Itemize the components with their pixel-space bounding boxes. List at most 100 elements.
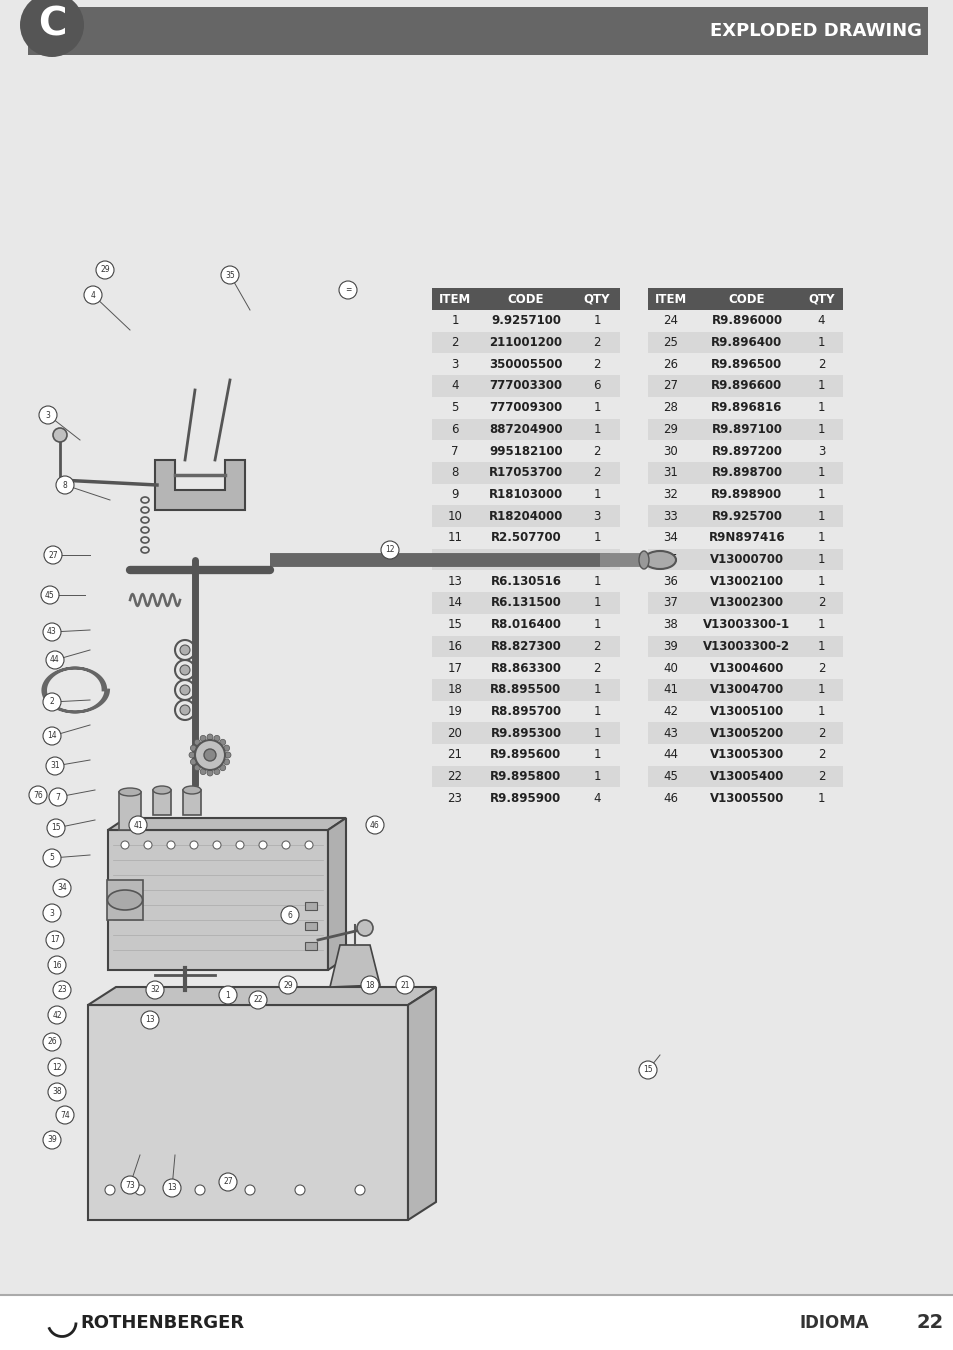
Circle shape (191, 745, 196, 751)
Text: 1: 1 (593, 554, 600, 566)
Bar (647, 462, 842, 483)
Polygon shape (408, 987, 436, 1220)
Polygon shape (88, 987, 436, 1004)
Text: R2.507700: R2.507700 (490, 532, 560, 544)
Text: =: = (344, 285, 351, 294)
Circle shape (47, 819, 65, 837)
Text: 20: 20 (447, 726, 462, 740)
Text: 29: 29 (100, 266, 110, 274)
Circle shape (639, 1061, 657, 1079)
Bar (432, 548, 619, 571)
Bar (647, 354, 842, 375)
Bar (647, 571, 842, 593)
Text: R9.895800: R9.895800 (490, 769, 561, 783)
Circle shape (221, 266, 239, 283)
Text: 43: 43 (663, 726, 678, 740)
Bar (432, 765, 619, 787)
Circle shape (43, 1033, 61, 1052)
Bar (647, 310, 842, 332)
Text: R6.131500: R6.131500 (490, 597, 561, 609)
Text: V13003300-2: V13003300-2 (702, 640, 790, 653)
Text: 2: 2 (817, 748, 824, 761)
Circle shape (213, 768, 219, 775)
Bar (432, 483, 619, 505)
Text: 5: 5 (451, 401, 458, 414)
Text: 25: 25 (663, 336, 678, 350)
Circle shape (180, 684, 190, 695)
Bar (432, 332, 619, 354)
Text: R8.895700: R8.895700 (490, 705, 561, 718)
Text: 44: 44 (662, 748, 678, 761)
Text: V13005100: V13005100 (709, 705, 783, 718)
Circle shape (200, 736, 206, 741)
Text: 6: 6 (593, 379, 600, 393)
Circle shape (191, 759, 196, 765)
Circle shape (200, 768, 206, 775)
Text: 39: 39 (663, 640, 678, 653)
Text: 13: 13 (167, 1184, 176, 1192)
Bar (432, 657, 619, 679)
Circle shape (225, 752, 231, 757)
Circle shape (20, 0, 84, 57)
Circle shape (49, 788, 67, 806)
Circle shape (43, 849, 61, 867)
Text: 33: 33 (663, 510, 678, 522)
Ellipse shape (183, 786, 201, 794)
Text: 46: 46 (662, 791, 678, 805)
Bar (647, 636, 842, 657)
Text: R9.896000: R9.896000 (711, 315, 781, 327)
Text: 1: 1 (817, 466, 824, 479)
Text: 1: 1 (817, 618, 824, 632)
Bar (647, 375, 842, 397)
Text: R9.895600: R9.895600 (490, 748, 561, 761)
Text: 2: 2 (817, 769, 824, 783)
Text: 34: 34 (663, 532, 678, 544)
Text: R9.895300: R9.895300 (490, 726, 561, 740)
Circle shape (105, 1185, 115, 1195)
Text: 350005500: 350005500 (489, 358, 562, 371)
Bar (432, 701, 619, 722)
Text: 1: 1 (593, 705, 600, 718)
Circle shape (213, 841, 221, 849)
Circle shape (163, 1179, 181, 1197)
Bar (432, 397, 619, 418)
Text: 1: 1 (593, 315, 600, 327)
Bar (432, 593, 619, 614)
Circle shape (223, 759, 230, 765)
Circle shape (56, 1106, 74, 1125)
Text: ITEM: ITEM (654, 293, 686, 305)
Circle shape (194, 1185, 205, 1195)
Text: R9.896400: R9.896400 (711, 336, 781, 350)
Text: 3: 3 (593, 510, 600, 522)
Text: R18103000: R18103000 (488, 487, 562, 501)
Bar (647, 548, 842, 571)
Circle shape (190, 841, 198, 849)
Text: V13005500: V13005500 (709, 791, 783, 805)
Circle shape (48, 1006, 66, 1025)
Bar (432, 375, 619, 397)
Circle shape (180, 666, 190, 675)
Circle shape (121, 1176, 139, 1193)
Circle shape (305, 841, 313, 849)
Circle shape (121, 841, 129, 849)
Circle shape (281, 906, 298, 923)
Text: 28: 28 (663, 401, 678, 414)
Text: R8.016400: R8.016400 (490, 618, 561, 632)
Text: 34: 34 (57, 883, 67, 892)
Text: 1: 1 (817, 487, 824, 501)
Text: 1: 1 (593, 575, 600, 587)
Text: 6: 6 (287, 910, 293, 919)
Circle shape (366, 815, 384, 834)
Polygon shape (108, 818, 346, 830)
Text: 1: 1 (817, 510, 824, 522)
Text: QTY: QTY (583, 293, 610, 305)
Text: 15: 15 (51, 824, 61, 833)
Bar (305, 942, 316, 950)
Text: 17: 17 (447, 662, 462, 675)
Circle shape (41, 586, 59, 603)
Text: V13002300: V13002300 (709, 597, 783, 609)
Text: V13005200: V13005200 (709, 726, 783, 740)
Text: 1: 1 (817, 575, 824, 587)
Bar (432, 787, 619, 809)
Bar (647, 787, 842, 809)
